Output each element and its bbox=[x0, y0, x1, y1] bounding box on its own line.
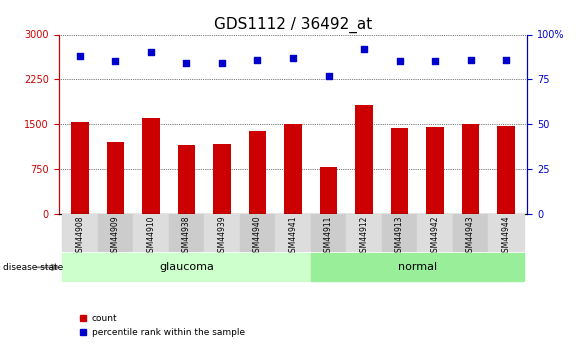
Bar bbox=[71, 122, 89, 214]
Bar bbox=[382, 214, 417, 252]
Point bbox=[217, 60, 227, 66]
Point bbox=[430, 59, 440, 64]
Bar bbox=[169, 214, 204, 252]
Bar bbox=[426, 127, 444, 214]
FancyBboxPatch shape bbox=[311, 253, 524, 282]
Point bbox=[253, 57, 262, 62]
Text: GSM44938: GSM44938 bbox=[182, 216, 191, 257]
Text: GSM44942: GSM44942 bbox=[431, 216, 440, 257]
Point bbox=[502, 57, 511, 62]
Bar bbox=[391, 128, 408, 214]
Point bbox=[395, 59, 404, 64]
Bar bbox=[284, 124, 302, 214]
Text: GSM44944: GSM44944 bbox=[502, 216, 510, 257]
Point bbox=[146, 50, 156, 55]
Bar bbox=[346, 214, 382, 252]
Text: GSM44908: GSM44908 bbox=[76, 216, 84, 257]
Text: GSM44909: GSM44909 bbox=[111, 216, 120, 257]
Point bbox=[359, 46, 369, 52]
Point bbox=[466, 57, 475, 62]
FancyBboxPatch shape bbox=[62, 253, 311, 282]
Point bbox=[111, 59, 120, 64]
Bar bbox=[453, 214, 488, 252]
Bar bbox=[462, 124, 479, 214]
Text: normal: normal bbox=[398, 263, 437, 272]
Text: GSM44910: GSM44910 bbox=[146, 216, 155, 257]
Title: GDS1112 / 36492_at: GDS1112 / 36492_at bbox=[214, 17, 372, 33]
Text: GSM44913: GSM44913 bbox=[395, 216, 404, 257]
Bar bbox=[275, 214, 311, 252]
Point bbox=[288, 55, 298, 61]
Bar bbox=[488, 214, 524, 252]
Bar bbox=[62, 214, 98, 252]
Text: GSM44943: GSM44943 bbox=[466, 216, 475, 257]
Bar bbox=[355, 105, 373, 214]
Bar bbox=[213, 144, 231, 214]
Bar bbox=[133, 214, 169, 252]
Text: GSM44940: GSM44940 bbox=[253, 216, 262, 257]
Bar bbox=[98, 214, 133, 252]
Point bbox=[182, 60, 191, 66]
Bar bbox=[319, 167, 338, 214]
Bar bbox=[204, 214, 240, 252]
Legend: count, percentile rank within the sample: count, percentile rank within the sample bbox=[75, 311, 248, 341]
Bar bbox=[240, 214, 275, 252]
Bar bbox=[248, 131, 267, 214]
Bar bbox=[417, 214, 453, 252]
Text: glaucoma: glaucoma bbox=[159, 263, 214, 272]
Bar bbox=[107, 142, 124, 214]
Text: GSM44912: GSM44912 bbox=[360, 216, 369, 257]
Bar bbox=[497, 126, 515, 214]
Bar bbox=[142, 118, 160, 214]
Bar bbox=[178, 145, 195, 214]
Text: GSM44911: GSM44911 bbox=[324, 216, 333, 257]
Bar bbox=[311, 214, 346, 252]
Point bbox=[75, 53, 84, 59]
Text: GSM44941: GSM44941 bbox=[288, 216, 298, 257]
Point bbox=[324, 73, 333, 79]
Text: GSM44939: GSM44939 bbox=[217, 216, 226, 257]
Text: disease state: disease state bbox=[3, 263, 63, 272]
